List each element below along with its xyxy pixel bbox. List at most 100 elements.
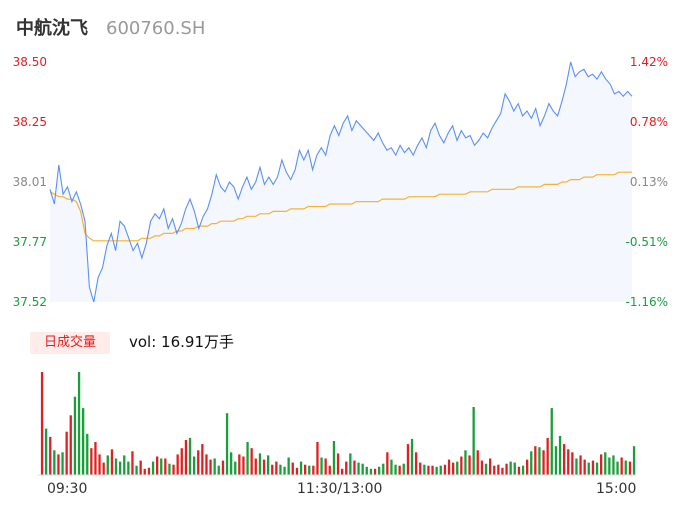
volume-bar (114, 458, 118, 475)
left-axis-ticks: 38.50 38.25 38.01 37.77 37.52 (13, 55, 47, 309)
volume-bar (320, 457, 323, 475)
volume-bar (53, 450, 56, 475)
volume-bar (230, 452, 233, 475)
volume-bar (98, 454, 101, 475)
volume-bar (443, 464, 447, 475)
volume-bar (480, 460, 484, 475)
volume-bar (156, 456, 159, 475)
volume-bar (464, 450, 467, 475)
volume-bar (390, 459, 393, 475)
volume-bar (299, 461, 303, 475)
volume-bar (180, 448, 183, 475)
volume-bar (373, 468, 377, 475)
volume-bar (505, 463, 508, 475)
volume-bar (57, 454, 60, 475)
volume-bar (591, 460, 595, 475)
left-tick-label: 38.50 (13, 55, 47, 69)
right-tick-label: -0.51% (626, 235, 668, 249)
volume-bar (312, 465, 315, 475)
volume-bar (546, 437, 549, 475)
volume-bar (575, 458, 578, 475)
volume-bar (530, 451, 533, 475)
volume-bar (168, 463, 171, 475)
volume-bar (345, 461, 348, 475)
volume-bar (205, 454, 208, 475)
volume-bar (213, 458, 216, 475)
volume-bar (82, 408, 85, 476)
volume-bar (94, 442, 97, 475)
volume-bar (238, 454, 241, 475)
volume-bar (295, 467, 299, 475)
volume-bar (65, 431, 68, 475)
volume-bar (472, 407, 475, 475)
volume-bar (349, 453, 352, 475)
volume-bar (571, 452, 574, 475)
volume-bar (484, 463, 488, 475)
volume-bar (164, 458, 167, 475)
volume-bar (595, 462, 599, 475)
volume-bar (86, 433, 89, 475)
volume-bar (579, 455, 582, 475)
volume-readout: vol: 16.91万手 (129, 333, 234, 351)
volume-bar (353, 460, 356, 475)
volume-bar (102, 462, 105, 475)
volume-bar (139, 460, 142, 475)
volume-bar (262, 459, 266, 475)
time-label-open: 09:30 (47, 481, 88, 497)
right-tick-label: 0.13% (630, 175, 668, 189)
volume-bar (521, 465, 525, 475)
volume-bar (460, 456, 463, 475)
left-tick-label: 38.25 (13, 115, 47, 129)
volume-bar (258, 453, 262, 475)
volume-bar (509, 461, 512, 475)
volume-bar (147, 467, 151, 475)
volume-bar (291, 462, 294, 475)
volume-bar (267, 455, 270, 475)
volume-bar (328, 465, 331, 475)
time-label-close: 15:00 (596, 481, 637, 497)
volume-bar (77, 372, 81, 475)
volume-bar (587, 462, 590, 475)
volume-bar (534, 446, 537, 475)
volume-bar (324, 458, 327, 475)
volume-bar (160, 458, 163, 475)
volume-bar (632, 446, 636, 475)
volume-bar (415, 452, 418, 475)
volume-bar (275, 461, 278, 475)
volume-bar (489, 458, 492, 475)
volume-bar (398, 465, 401, 475)
volume-tab[interactable]: 日成交量 (30, 332, 110, 354)
volume-bar (279, 464, 282, 475)
volume-bar (616, 461, 619, 475)
left-tick-label: 37.52 (13, 295, 47, 309)
volume-bar (225, 413, 229, 475)
volume-bar (542, 450, 545, 475)
volume-bar (184, 440, 188, 475)
volume-bar (73, 396, 77, 475)
volume-bar (201, 444, 204, 475)
volume-bar (193, 456, 196, 475)
stock-header: 中航沈飞 600760.SH (16, 14, 205, 39)
volume-bar (283, 466, 286, 475)
volume-bar (394, 464, 397, 475)
volume-bar (119, 461, 122, 475)
volume-bar (90, 448, 93, 475)
volume-bar (45, 428, 48, 475)
volume-bar (567, 449, 570, 476)
time-label-midday: 11:30/13:00 (297, 481, 383, 497)
volume-bar (493, 465, 496, 475)
right-tick-label: -1.16% (626, 295, 668, 309)
volume-bar (287, 457, 290, 475)
left-tick-label: 37.77 (13, 235, 47, 249)
volume-bar (558, 435, 562, 475)
volume-bar (427, 465, 430, 475)
right-tick-label: 0.78% (630, 115, 668, 129)
volume-bar (127, 461, 130, 475)
price-line (49, 61, 633, 303)
volume-bar (336, 453, 340, 475)
volume-bar (386, 452, 389, 475)
volume-bar (332, 441, 336, 475)
volume-bar (550, 408, 553, 476)
volume-bar (40, 372, 44, 475)
